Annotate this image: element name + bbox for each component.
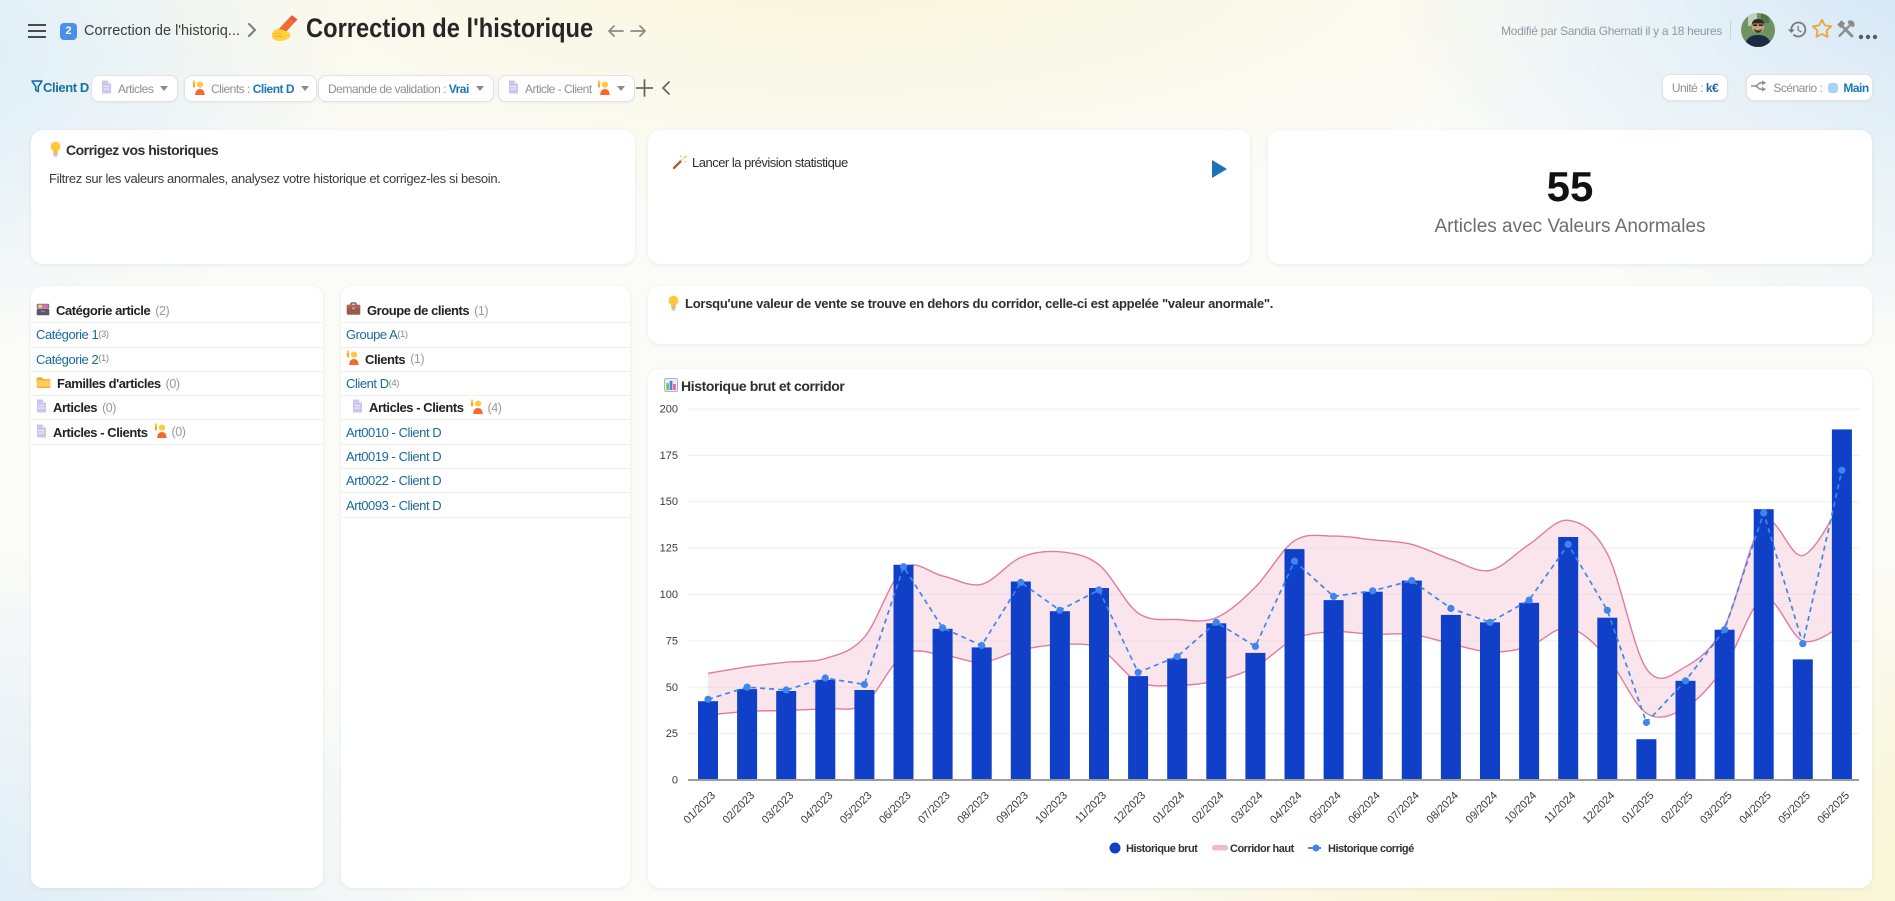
svg-text:10/2023: 10/2023 <box>1033 790 1070 827</box>
svg-text:50: 50 <box>666 682 678 694</box>
svg-text:02/2023: 02/2023 <box>721 790 758 827</box>
svg-text:100: 100 <box>660 589 678 601</box>
svg-text:05/2024: 05/2024 <box>1307 790 1344 827</box>
svg-text:03/2024: 03/2024 <box>1229 790 1266 827</box>
svg-text:125: 125 <box>660 543 678 555</box>
svg-text:04/2023: 04/2023 <box>799 790 836 827</box>
svg-text:01/2024: 01/2024 <box>1151 790 1188 827</box>
svg-text:09/2023: 09/2023 <box>994 790 1031 827</box>
svg-text:Historique corrigé: Historique corrigé <box>1328 843 1414 855</box>
svg-text:10/2024: 10/2024 <box>1503 790 1540 827</box>
svg-text:09/2024: 09/2024 <box>1464 790 1501 827</box>
svg-text:02/2025: 02/2025 <box>1659 790 1696 827</box>
svg-text:04/2025: 04/2025 <box>1737 790 1774 827</box>
svg-text:06/2025: 06/2025 <box>1815 790 1852 827</box>
svg-text:25: 25 <box>666 728 678 740</box>
svg-text:02/2024: 02/2024 <box>1190 790 1227 827</box>
svg-text:Historique brut: Historique brut <box>1126 843 1198 855</box>
svg-text:12/2024: 12/2024 <box>1581 790 1618 827</box>
svg-text:11/2023: 11/2023 <box>1073 790 1109 826</box>
svg-text:08/2023: 08/2023 <box>955 790 992 827</box>
svg-text:04/2024: 04/2024 <box>1268 790 1305 827</box>
svg-text:05/2023: 05/2023 <box>838 790 875 827</box>
svg-text:Corridor haut: Corridor haut <box>1230 843 1295 855</box>
svg-text:06/2023: 06/2023 <box>877 790 914 827</box>
svg-text:175: 175 <box>660 450 678 462</box>
svg-text:06/2024: 06/2024 <box>1346 790 1383 827</box>
svg-text:08/2024: 08/2024 <box>1424 790 1461 827</box>
svg-text:150: 150 <box>660 496 678 508</box>
svg-text:11/2024: 11/2024 <box>1542 790 1578 826</box>
svg-text:200: 200 <box>660 404 678 416</box>
svg-text:03/2025: 03/2025 <box>1698 790 1735 827</box>
svg-text:07/2024: 07/2024 <box>1385 790 1422 827</box>
svg-text:0: 0 <box>672 775 678 787</box>
svg-text:01/2023: 01/2023 <box>682 790 719 827</box>
svg-text:12/2023: 12/2023 <box>1112 790 1149 827</box>
svg-text:01/2025: 01/2025 <box>1620 790 1657 827</box>
svg-text:03/2023: 03/2023 <box>760 790 797 827</box>
svg-text:07/2023: 07/2023 <box>916 790 953 827</box>
svg-text:75: 75 <box>666 635 678 647</box>
svg-text:05/2025: 05/2025 <box>1776 790 1813 827</box>
